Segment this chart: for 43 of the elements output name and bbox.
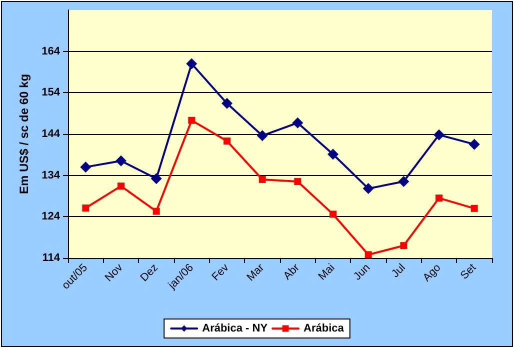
y-tick-label: 144 [42, 128, 61, 140]
x-tick-label: Dez [138, 262, 161, 284]
x-tick-label: Jul [389, 262, 408, 280]
x-tick-label: Fev [210, 261, 232, 284]
point [150, 173, 162, 184]
point [256, 130, 268, 142]
y-tick-label: 114 [42, 252, 61, 264]
point [398, 176, 410, 188]
x-tick-label: Mar [244, 262, 267, 284]
point [468, 138, 480, 150]
point [362, 183, 374, 194]
y-tick-label: 124 [42, 210, 61, 223]
point [294, 178, 302, 186]
point [222, 98, 232, 109]
point [364, 251, 372, 258]
y-tick-label: 154 [42, 86, 61, 99]
point [292, 117, 304, 128]
x-tick-label: Abr [281, 262, 302, 282]
y-tick-label: 134 [42, 169, 61, 182]
x-tick-label: Mai [316, 262, 338, 283]
point [152, 208, 160, 215]
point [186, 58, 198, 70]
point [258, 176, 266, 183]
point [116, 155, 126, 166]
point [434, 129, 444, 140]
point [328, 148, 338, 160]
legend-label: Arábica [304, 322, 345, 334]
point [82, 204, 90, 212]
legend-label: Arábica - NY [202, 322, 268, 334]
x-tick-label: Set [458, 262, 479, 282]
point [400, 242, 408, 250]
point [188, 116, 196, 124]
point [330, 210, 336, 218]
point [224, 138, 230, 145]
point [118, 182, 124, 190]
point [436, 194, 442, 202]
point [470, 204, 478, 212]
x-tick-label: Ago [420, 262, 444, 284]
y-tick-label: 164 [42, 45, 61, 58]
point [80, 162, 92, 173]
x-tick-label: Jun [352, 262, 373, 283]
y-axis-title: Em US$ / sc de 60 kg [17, 74, 31, 194]
x-tick-label: Nov [102, 261, 126, 284]
